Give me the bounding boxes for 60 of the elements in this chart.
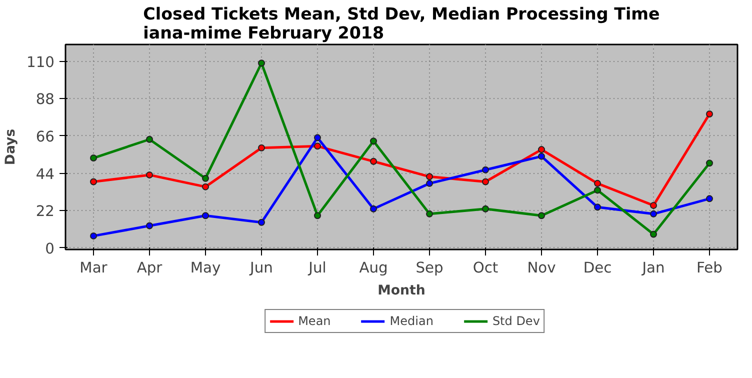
point: [482, 166, 489, 174]
point: [258, 144, 265, 152]
point: [202, 174, 209, 182]
point: [538, 212, 545, 220]
point: [370, 138, 377, 145]
point: [90, 154, 97, 162]
y-tick-label: 110: [26, 54, 55, 71]
point: [426, 210, 433, 218]
point: [314, 212, 321, 220]
y-tick-label: 0: [45, 240, 55, 258]
point: [706, 110, 713, 118]
y-tick-label: 22: [36, 203, 55, 220]
point: [370, 158, 377, 165]
x-tick-label: Sep: [416, 260, 444, 276]
x-tick-label: Jun: [249, 260, 273, 276]
point: [258, 60, 265, 67]
point: [202, 212, 209, 220]
point: [426, 173, 433, 180]
x-tick-label: Jan: [641, 260, 665, 276]
legend-label: Median: [390, 314, 434, 328]
x-tick-label: Nov: [527, 260, 556, 276]
point: [146, 222, 153, 230]
y-axis-title: Days: [4, 128, 19, 166]
x-tick-label: Aug: [359, 260, 388, 276]
chart-title: Closed Tickets Mean, Std Dev, Median Processing Time iana-mime February 2018: [143, 4, 660, 42]
point: [706, 195, 713, 202]
x-tick-label: May: [190, 260, 221, 276]
x-axis-title: Month: [378, 284, 426, 298]
x-tick-label: Apr: [136, 260, 164, 276]
point: [90, 178, 97, 186]
point: [594, 186, 601, 194]
x-tick-label: Mar: [80, 260, 108, 276]
point: [650, 230, 657, 238]
point: [538, 152, 545, 160]
y-tick-label: 66: [36, 128, 55, 146]
point: [538, 146, 545, 154]
point: [258, 218, 265, 226]
point: [90, 232, 97, 240]
point: [314, 134, 321, 142]
point: [314, 142, 321, 150]
point: [706, 160, 713, 167]
point: [482, 205, 489, 212]
y-tick-label: 88: [36, 91, 55, 108]
x-tick-label: Dec: [583, 260, 612, 276]
x-tick-label: Oct: [472, 260, 498, 276]
point: [594, 180, 601, 187]
legend-label: Std Dev: [492, 314, 540, 328]
y-tick-label: 44: [36, 166, 55, 183]
point: [650, 210, 657, 218]
point: [146, 136, 153, 143]
point: [650, 202, 657, 209]
x-tick-label: Feb: [696, 260, 722, 276]
point: [594, 204, 601, 211]
point: [426, 180, 433, 187]
point: [370, 205, 377, 212]
x-tick-label: Jul: [308, 260, 326, 276]
point: [146, 171, 153, 178]
point: [202, 183, 209, 190]
legend-label: Mean: [298, 314, 331, 328]
point: [482, 178, 489, 186]
